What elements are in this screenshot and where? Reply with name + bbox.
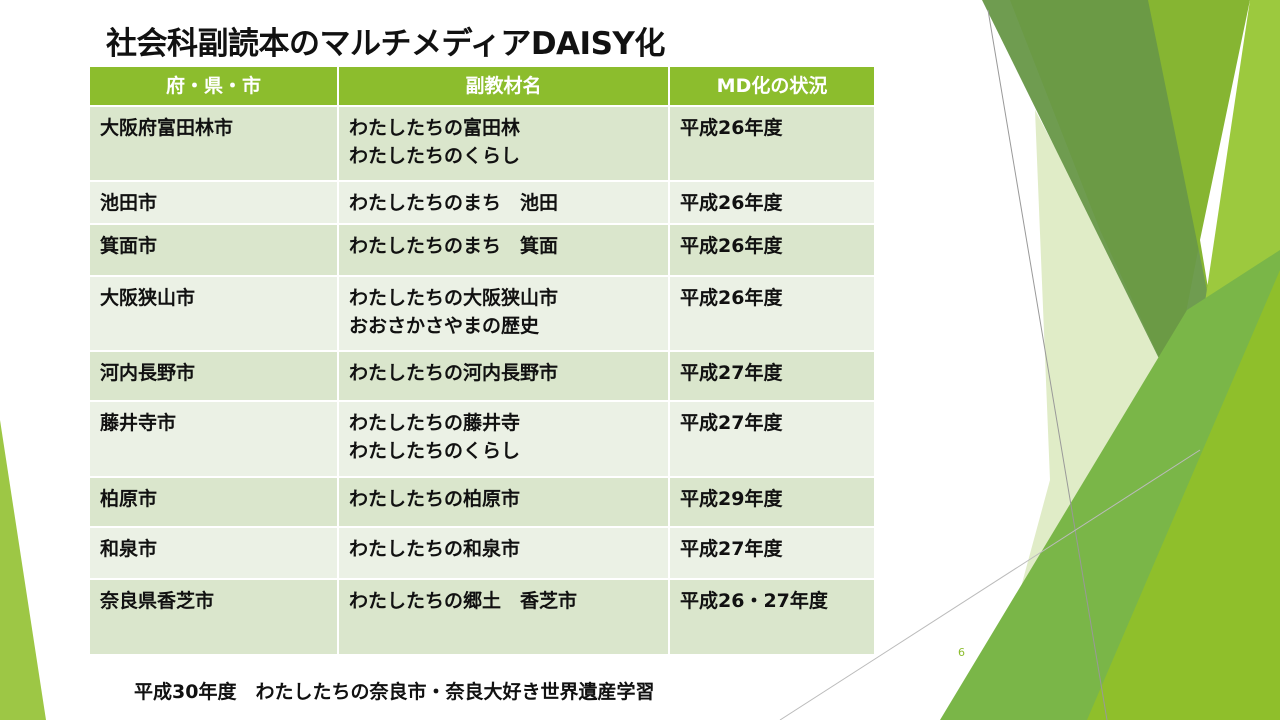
cell-status: 平成26年度 — [668, 275, 876, 352]
cell-city: 奈良県香芝市 — [88, 578, 339, 656]
cell-city: 藤井寺市 — [88, 400, 339, 478]
cell-status: 平成26・27年度 — [668, 578, 876, 656]
material-name: わたしたちの富田林 — [349, 117, 521, 139]
cell-city: 大阪狭山市 — [88, 275, 339, 352]
cell-materials: わたしたちの柏原市 — [337, 476, 670, 528]
cell-materials: わたしたちの藤井寺 わたしたちのくらし — [337, 400, 670, 478]
cell-city: 柏原市 — [88, 476, 339, 528]
left-green-triangle — [0, 420, 46, 720]
material-name: わたしたちの和泉市 — [349, 538, 521, 560]
cell-city: 池田市 — [88, 180, 339, 225]
header-material: 副教材名 — [337, 65, 670, 107]
cell-materials: わたしたちの和泉市 — [337, 526, 670, 580]
daisy-table: 府・県・市 副教材名 MD化の状況 大阪府富田林市 わたしたちの富田林 わたしたちの… — [88, 65, 876, 656]
table-row: 和泉市 わたしたちの和泉市 平成27年度 — [88, 526, 876, 580]
cell-city: 和泉市 — [88, 526, 339, 580]
page-number: 6 — [958, 646, 965, 659]
header-city: 府・県・市 — [88, 65, 339, 107]
table-row: 大阪府富田林市 わたしたちの富田林 わたしたちのくらし 平成26年度 — [88, 105, 876, 182]
material-name: わたしたちの藤井寺 — [349, 412, 521, 434]
cell-materials: わたしたちの郷土 香芝市 — [337, 578, 670, 656]
material-name: わたしたちのまち 池田 — [349, 192, 559, 214]
table-row: 藤井寺市 わたしたちの藤井寺 わたしたちのくらし 平成27年度 — [88, 400, 876, 478]
cell-status: 平成27年度 — [668, 526, 876, 580]
cell-materials: わたしたちの河内長野市 — [337, 350, 670, 402]
table-row: 池田市 わたしたちのまち 池田 平成26年度 — [88, 180, 876, 225]
cell-status: 平成27年度 — [668, 400, 876, 478]
cell-status: 平成27年度 — [668, 350, 876, 402]
cell-status: 平成26年度 — [668, 105, 876, 182]
cell-status: 平成26年度 — [668, 180, 876, 225]
bright-green-bottom — [1087, 270, 1280, 720]
footer-note: 平成30年度 わたしたちの奈良市・奈良大好き世界遺産学習 — [134, 681, 655, 703]
slide-title: 社会科副読本のマルチメディアDAISY化 — [106, 26, 665, 62]
table-row: 奈良県香芝市 わたしたちの郷土 香芝市 平成26・27年度 — [88, 578, 876, 656]
cell-city: 河内長野市 — [88, 350, 339, 402]
material-name: わたしたちのくらし — [349, 145, 521, 167]
cell-materials: わたしたちのまち 箕面 — [337, 223, 670, 277]
header-status: MD化の状況 — [668, 65, 876, 107]
table-row: 箕面市 わたしたちのまち 箕面 平成26年度 — [88, 223, 876, 277]
material-name: わたしたちの河内長野市 — [349, 362, 559, 384]
cell-materials: わたしたちの富田林 わたしたちのくらし — [337, 105, 670, 182]
olive-green-band — [1148, 0, 1250, 330]
material-name: わたしたちのまち 箕面 — [349, 235, 559, 257]
cell-status: 平成29年度 — [668, 476, 876, 528]
thin-line-1 — [987, 9, 1108, 720]
material-name: おおさかさやまの歴史 — [349, 315, 540, 337]
thin-line-2 — [779, 449, 1201, 720]
material-name: わたしたちの大阪狭山市 — [349, 287, 559, 309]
table-row: 柏原市 わたしたちの柏原市 平成29年度 — [88, 476, 876, 528]
cell-materials: わたしたちの大阪狭山市 おおさかさやまの歴史 — [337, 275, 670, 352]
material-name: わたしたちのくらし — [349, 440, 521, 462]
table-header-row: 府・県・市 副教材名 MD化の状況 — [88, 65, 876, 107]
material-name: わたしたちの郷土 香芝市 — [349, 590, 578, 612]
cell-city: 箕面市 — [88, 223, 339, 277]
cell-city: 大阪府富田林市 — [88, 105, 339, 182]
table-row: 河内長野市 わたしたちの河内長野市 平成27年度 — [88, 350, 876, 402]
table-row: 大阪狭山市 わたしたちの大阪狭山市 おおさかさやまの歴史 平成26年度 — [88, 275, 876, 352]
material-name: わたしたちの柏原市 — [349, 488, 521, 510]
cell-status: 平成26年度 — [668, 223, 876, 277]
darker-green-band — [1010, 0, 1200, 385]
cell-materials: わたしたちのまち 池田 — [337, 180, 670, 225]
